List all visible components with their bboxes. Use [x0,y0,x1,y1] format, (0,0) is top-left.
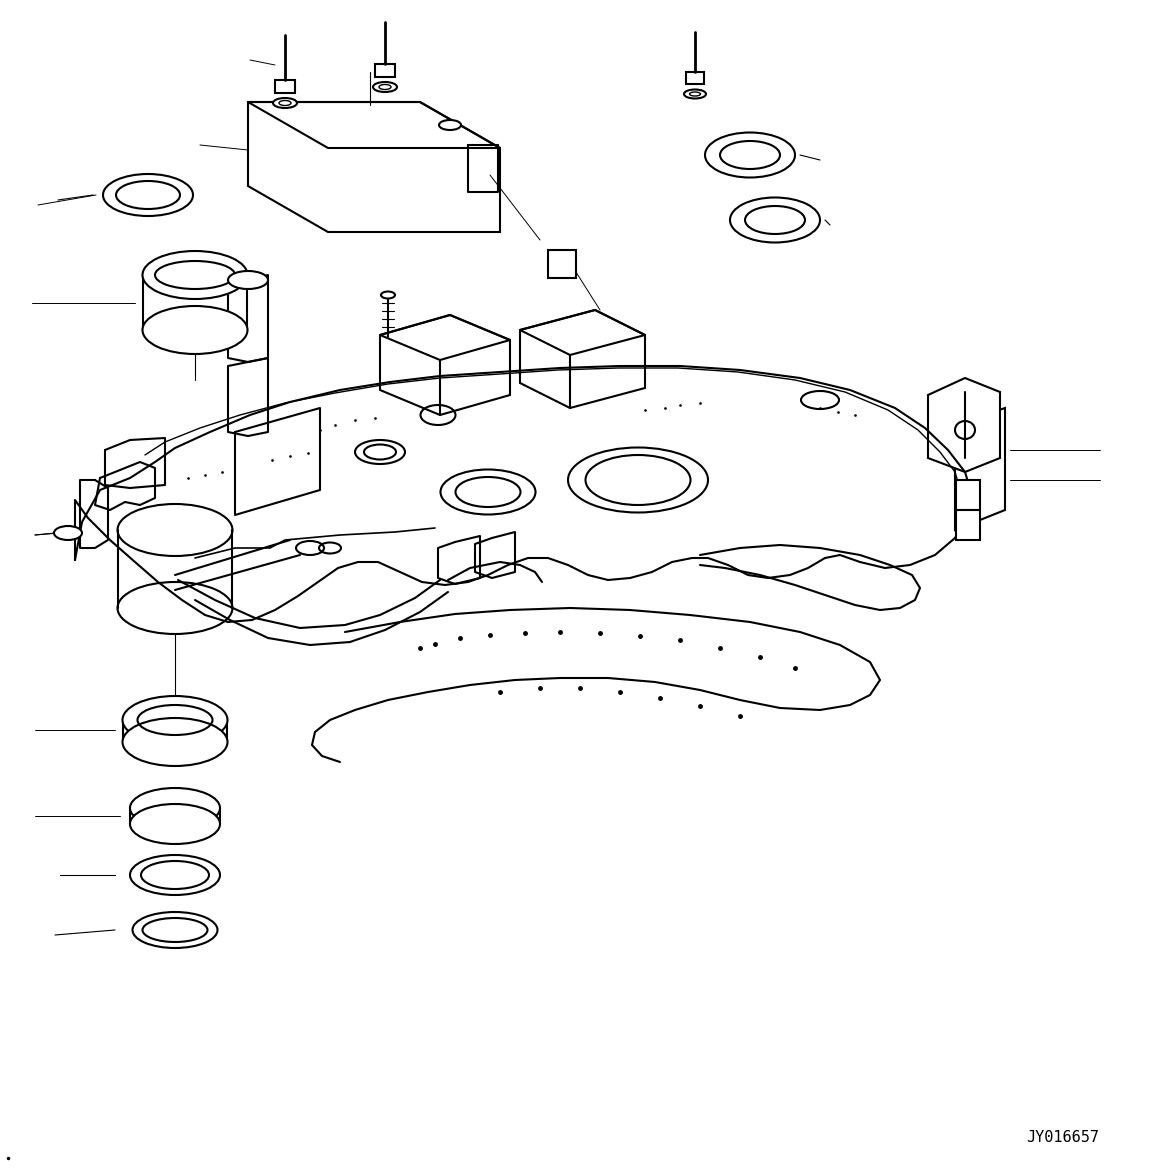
Ellipse shape [104,174,193,216]
Bar [956,510,980,540]
Polygon shape [520,310,645,408]
Ellipse shape [53,526,83,540]
Polygon shape [380,316,511,415]
Polygon shape [248,102,500,232]
Polygon shape [274,80,295,93]
Polygon shape [374,65,395,77]
Ellipse shape [228,271,267,289]
Ellipse shape [381,292,395,298]
Ellipse shape [684,89,706,99]
Ellipse shape [133,911,217,948]
Ellipse shape [373,82,397,91]
Ellipse shape [130,855,220,895]
Text: JY016657: JY016657 [1027,1131,1099,1146]
Polygon shape [928,378,1000,472]
Ellipse shape [730,197,820,243]
Bar [956,480,980,510]
Ellipse shape [130,804,220,845]
Ellipse shape [705,133,795,177]
Bar [548,250,576,278]
Ellipse shape [438,120,461,130]
Ellipse shape [273,99,297,108]
Ellipse shape [143,306,248,354]
Polygon shape [955,408,1005,530]
Ellipse shape [122,696,228,744]
Ellipse shape [122,718,228,766]
Ellipse shape [130,788,220,828]
Polygon shape [686,72,704,84]
Ellipse shape [143,251,248,299]
